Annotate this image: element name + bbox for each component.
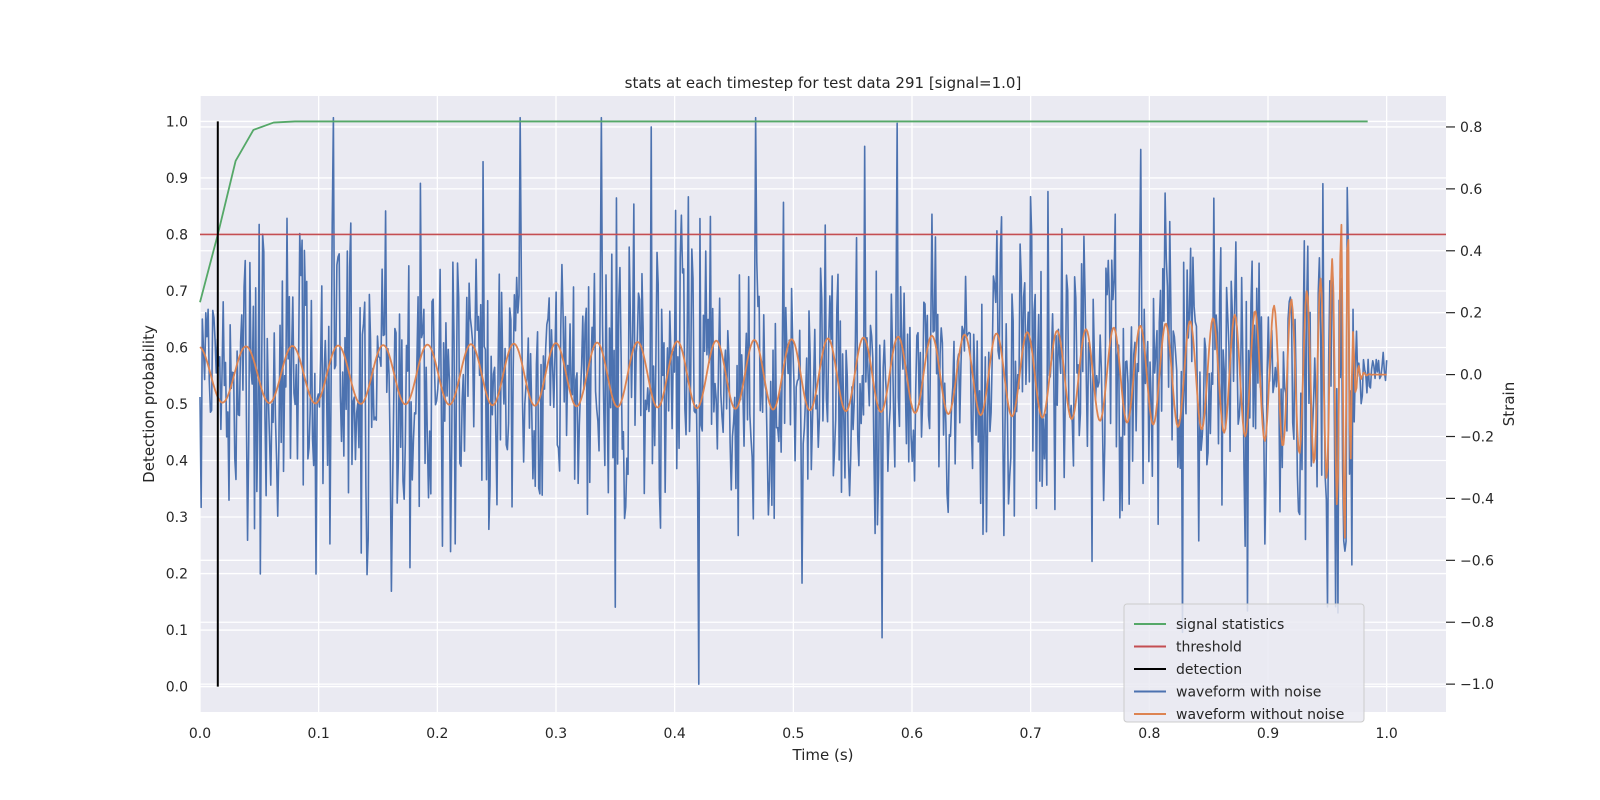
signal-statistics-line (199, 120, 1368, 303)
waveform-without-noise-line (199, 223, 1387, 539)
y-tick-label: 0.9 (166, 171, 188, 187)
axes: 0.0 0.1 0.2 0.3 0.4 0.5 0.6 0.7 0.8 0.9 1.0 0.0 0.1 0… (166, 114, 1494, 742)
legend-label: threshold (1176, 640, 1242, 656)
y-tick-label: 0.7 (166, 284, 188, 300)
y-right-tick-label: 0.2 (1460, 306, 1482, 322)
x-tick-label: 0.7 (1020, 726, 1042, 742)
y-axis-label: Detection probability (140, 325, 158, 483)
y-right-tick-label: −1.0 (1460, 677, 1494, 693)
legend: signal statistics threshold detection wavef… (1123, 603, 1365, 723)
y-tick-label: 0.2 (166, 567, 188, 583)
y-right-tick-label: 0.6 (1460, 182, 1482, 198)
series-layer (199, 116, 1446, 687)
x-tick-label: 0.2 (426, 726, 448, 742)
y-tick-label: 0.1 (166, 623, 188, 639)
y-right-tick-label: 0.8 (1460, 120, 1482, 136)
y-tick-label: 0.5 (166, 397, 188, 413)
y-right-axis-label: Strain (1500, 382, 1518, 426)
y-tick-label: 0.8 (166, 227, 188, 243)
x-tick-label: 0.4 (664, 726, 686, 742)
x-axis-label: Time (s) (792, 746, 854, 764)
x-tick-label: 0.1 (308, 726, 330, 742)
x-tick-label: 0.5 (782, 726, 804, 742)
legend-label: waveform with noise (1176, 685, 1321, 701)
x-tick-label: 0.9 (1257, 726, 1279, 742)
y-right-tick-label: 0.4 (1460, 244, 1482, 260)
x-tick-label: 0.3 (545, 726, 567, 742)
y-tick-label: 0.3 (166, 510, 188, 526)
x-tick-label: 0.6 (901, 726, 923, 742)
y-tick-label: 0.0 (166, 680, 188, 696)
chart-title: stats at each timestep for test data 291… (625, 74, 1022, 92)
legend-box (1123, 603, 1365, 723)
legend-label: waveform without noise (1176, 707, 1344, 723)
legend-label: signal statistics (1176, 617, 1284, 633)
legend-label: detection (1176, 662, 1242, 678)
y-right-tick-label: −0.2 (1460, 430, 1494, 446)
y-right-tick-label: −0.4 (1460, 491, 1494, 507)
y-tick-label: 0.6 (166, 340, 188, 356)
y-right-tick-label: −0.8 (1460, 615, 1494, 631)
y-tick-label: 1.0 (166, 114, 188, 130)
x-tick-label: 1.0 (1376, 726, 1398, 742)
y-right-tick-label: 0.0 (1460, 368, 1482, 384)
x-tick-label: 0.0 (189, 726, 211, 742)
y-right-tick-label: −0.6 (1460, 553, 1494, 569)
y-tick-label: 0.4 (166, 454, 188, 470)
x-tick-label: 0.8 (1138, 726, 1160, 742)
